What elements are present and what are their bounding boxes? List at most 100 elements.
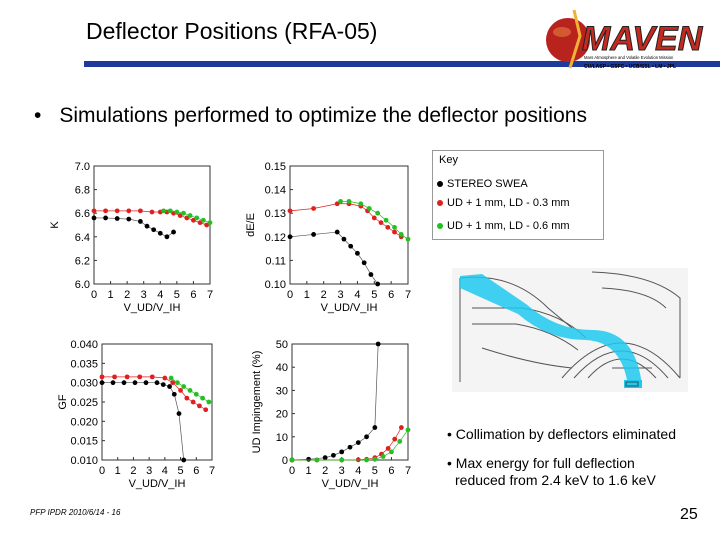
data-point: [355, 250, 360, 256]
logo-partners: CU/LASP • GSFC • UCB/SSL • LM • JPL: [584, 64, 676, 70]
data-point: [138, 219, 143, 224]
deflector-simulation-diagram: [452, 268, 688, 392]
data-point: [314, 457, 320, 463]
data-point: [200, 395, 205, 401]
data-point: [385, 224, 391, 230]
data-point: [178, 388, 183, 393]
data-point: [187, 388, 193, 393]
y-tick-label: 0.010: [70, 455, 98, 467]
data-point: [364, 434, 369, 440]
data-point: [175, 380, 180, 386]
data-point: [143, 380, 149, 386]
legend-label: UD + 1 mm, LD - 0.3 mm: [447, 197, 570, 209]
y-tick-label: 6.6: [75, 208, 90, 220]
data-point: [162, 375, 168, 381]
data-point: [160, 382, 166, 387]
series-line: [102, 376, 206, 411]
data-point: [149, 374, 155, 380]
data-point: [126, 208, 132, 214]
y-axis-label: UD Impingement (%): [251, 351, 263, 454]
page-number: 25: [680, 506, 698, 523]
data-point: [103, 208, 108, 214]
data-point: [392, 436, 398, 442]
x-tick-label: 5: [174, 289, 180, 301]
x-tick-label: 7: [405, 465, 411, 477]
x-axis-label: V_UD/V_IH: [322, 478, 379, 490]
legend-label: STEREO SWEA: [447, 178, 528, 190]
data-point: [338, 199, 343, 204]
x-tick-label: 1: [304, 289, 310, 301]
data-point: [176, 411, 182, 416]
data-point: [348, 243, 354, 249]
x-tick-label: 1: [108, 289, 114, 301]
x-axis-label: V_UD/V_IH: [129, 478, 186, 490]
x-tick-label: 0: [287, 289, 293, 301]
x-tick-label: 4: [355, 465, 361, 477]
data-point: [366, 206, 372, 211]
x-tick-label: 6: [388, 465, 394, 477]
y-tick-label: 0.035: [70, 358, 98, 370]
y-tick-label: 0.14: [265, 185, 286, 197]
note-max-energy-cont: reduced from 2.4 keV to 1.6 keV: [455, 472, 656, 488]
data-point: [341, 236, 347, 242]
data-point: [331, 452, 336, 458]
data-point: [114, 216, 120, 221]
data-point: [138, 208, 143, 214]
legend-item-ld-03: UD + 1 mm, LD - 0.3 mm: [437, 197, 570, 209]
data-point: [91, 208, 97, 214]
y-tick-label: 0.015: [70, 436, 98, 448]
data-point: [334, 201, 340, 207]
chart-de-over-e: 0.15 0.14 0.13 0.12 0.11 0.100 1 2 3 4 5 6 7 V_UD/V_I…: [245, 161, 411, 314]
data-point: [207, 220, 213, 226]
data-point: [346, 199, 352, 204]
data-point: [378, 220, 384, 226]
y-tick-label: 0.11: [265, 255, 286, 267]
y-tick-label: 6.0: [75, 279, 90, 291]
data-point: [371, 215, 377, 221]
x-tick-label: 7: [209, 465, 215, 477]
y-axis-label: GF: [57, 394, 69, 410]
data-point: [397, 439, 403, 444]
data-point: [184, 215, 190, 221]
y-tick-label: 6.2: [75, 255, 90, 267]
x-tick-label: 0: [99, 465, 105, 477]
data-point: [287, 208, 293, 214]
data-point: [372, 425, 378, 430]
x-tick-label: 3: [141, 289, 147, 301]
data-point: [167, 384, 172, 389]
data-point: [174, 209, 180, 215]
data-point: [405, 427, 411, 433]
data-point: [181, 457, 187, 463]
data-point: [347, 444, 353, 450]
data-point: [168, 375, 174, 381]
y-tick-label: 50: [276, 339, 288, 351]
data-point: [358, 201, 364, 207]
legend-dot-green: [437, 223, 443, 230]
x-tick-label: 3: [338, 289, 344, 301]
data-point: [204, 222, 210, 228]
y-tick-label: 20: [276, 409, 288, 421]
chart-k: 7.0 6.8 6.6 6.4 6.2 6.00 1 2 3 4 5 6 7 V_UD/V_IH K: [50, 161, 213, 314]
data-point: [392, 224, 397, 230]
footer-text: PFP IPDR 2010/6/14 - 16: [30, 508, 121, 517]
data-point: [121, 380, 127, 386]
data-point: [355, 440, 361, 445]
plot-frame: [291, 343, 409, 461]
y-tick-label: 0: [282, 455, 288, 467]
data-point: [171, 391, 177, 397]
x-tick-label: 7: [405, 289, 411, 301]
data-point: [206, 399, 212, 405]
legend-title: Key: [439, 154, 458, 166]
data-point: [114, 208, 120, 214]
data-point: [132, 380, 138, 386]
data-point: [364, 457, 369, 463]
data-point: [334, 229, 340, 235]
data-point: [194, 215, 200, 221]
y-tick-label: 30: [276, 385, 288, 397]
data-point: [171, 229, 176, 235]
y-tick-label: 0.15: [265, 161, 286, 173]
data-point: [392, 229, 397, 235]
data-point: [375, 341, 381, 347]
x-tick-label: 2: [124, 289, 130, 301]
